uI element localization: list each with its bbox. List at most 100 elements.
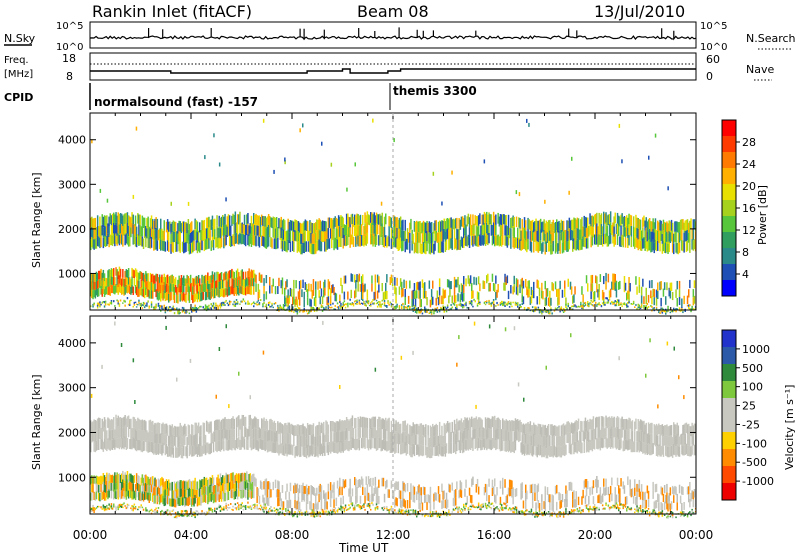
power-cell [424, 282, 426, 291]
power-cell [329, 307, 332, 309]
power-cell [667, 307, 669, 310]
velocity-cell [404, 442, 406, 453]
power-cell [676, 243, 678, 254]
power-cell [285, 297, 287, 306]
velocity-cell [541, 427, 543, 438]
velocity-cell [289, 434, 292, 445]
velocity-cell [526, 444, 528, 456]
power-cell [596, 276, 598, 285]
velocity-cell [403, 420, 405, 432]
velocity-cell [233, 483, 235, 492]
velocity-cell [650, 422, 652, 434]
power-cell [517, 302, 519, 304]
velocity-cell [313, 488, 316, 496]
power-cell [134, 215, 137, 226]
velocity-cell [219, 441, 222, 452]
power-cell [520, 230, 522, 241]
velocity-cell [398, 434, 401, 445]
velocity-cell [118, 473, 121, 482]
velocity-cell [420, 434, 422, 445]
velocity-cell [217, 491, 219, 501]
power-cell [184, 293, 186, 302]
power-cell [487, 224, 489, 235]
power-cell [162, 284, 164, 293]
power-cell [381, 303, 383, 305]
power-cell [505, 235, 507, 246]
power-cell [312, 233, 315, 244]
power-cell [418, 282, 420, 291]
power-cell [581, 307, 583, 309]
power-cell [531, 230, 534, 241]
velocity-cell [525, 423, 527, 434]
velocity-cell [319, 483, 321, 492]
power-cell [552, 240, 554, 252]
power-cell [589, 302, 591, 304]
velocity-cell [119, 427, 122, 438]
velocity-cell [270, 440, 272, 452]
power-cell [370, 302, 372, 304]
power-cell [581, 217, 583, 228]
velocity-cell [628, 417, 630, 429]
power-cell [269, 216, 271, 227]
velocity-cell [479, 417, 481, 428]
power-cell [269, 226, 271, 238]
velocity-cell [216, 441, 218, 453]
power-cell [344, 303, 347, 305]
power-cell [91, 237, 93, 248]
velocity-cell [180, 496, 183, 505]
velocity-cell [196, 498, 199, 507]
power-cell [216, 279, 218, 288]
power-cell [395, 287, 397, 296]
power-cell [318, 228, 320, 240]
power-cell [165, 292, 168, 301]
velocity-cell [109, 482, 111, 491]
power-cell [264, 216, 266, 227]
velocity-cell [171, 498, 173, 507]
velocity-cell [593, 428, 596, 440]
power-cell [109, 234, 111, 246]
power-cell [624, 217, 627, 228]
velocity-cell [179, 422, 181, 434]
velocity-cell [148, 441, 150, 453]
power-cell [584, 237, 587, 248]
velocity-cell [331, 421, 333, 432]
power-cell [282, 306, 285, 309]
power-cell [334, 237, 336, 249]
power-cell [248, 235, 250, 247]
power-cell [356, 274, 358, 283]
velocity-cell [605, 436, 607, 448]
velocity-cell [294, 446, 296, 458]
velocity-cell [608, 426, 611, 437]
velocity-cell [502, 439, 504, 451]
power-cell [162, 292, 164, 301]
power-cell [623, 276, 626, 285]
power-cell [172, 231, 175, 243]
power-cell [211, 288, 214, 297]
power-cell [288, 309, 291, 313]
power-cell [319, 230, 321, 241]
power-cell [250, 215, 253, 227]
velocity-cell [564, 435, 566, 446]
power-cell [310, 299, 312, 308]
power-cell [223, 237, 225, 249]
velocity-cell [164, 489, 167, 498]
power-cell [575, 240, 577, 251]
power-cell [488, 222, 490, 233]
velocity-cell [640, 420, 643, 431]
power-cell [520, 279, 522, 288]
power-cell [418, 232, 420, 243]
power-cell [207, 280, 209, 290]
power-cell [265, 238, 268, 249]
velocity-cell [418, 436, 420, 447]
power-cell [171, 221, 173, 232]
velocity-cell [249, 425, 251, 437]
velocity-cell [163, 424, 165, 435]
power-cell [653, 307, 655, 309]
power-cell [526, 286, 528, 296]
power-cell [534, 310, 536, 312]
power-cell [413, 291, 416, 300]
velocity-cell [249, 481, 251, 490]
velocity-cell [271, 420, 273, 431]
power-cell [558, 240, 560, 251]
power-cell [321, 296, 324, 305]
